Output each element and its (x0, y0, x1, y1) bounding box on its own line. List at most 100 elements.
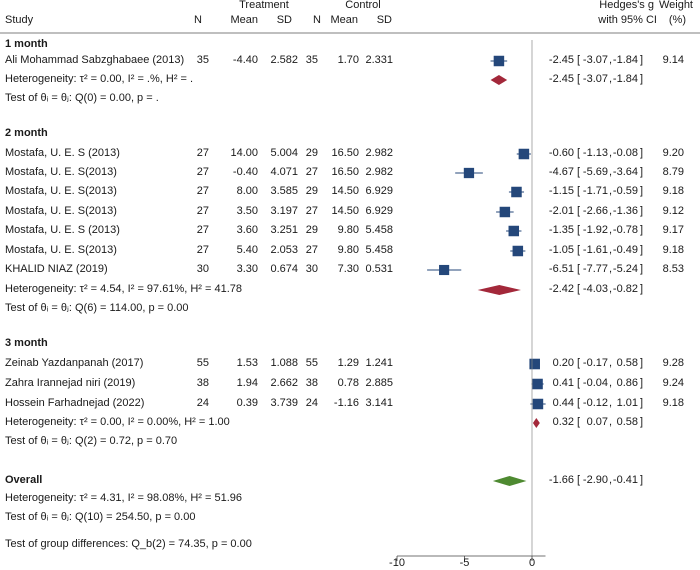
overall-label: Overall (5, 474, 43, 486)
effect-square (532, 398, 544, 410)
treatment-n: 27 (196, 244, 209, 256)
header-control: Control (345, 0, 381, 11)
header-weight: Weight (658, 0, 693, 11)
x-tick-label: -10 (389, 557, 405, 569)
treatment-n: 55 (196, 357, 209, 369)
group-test: Test of θᵢ = θⱼ: Q(6) = 114.00, p = 0.00 (5, 302, 189, 314)
ci-comma: , (609, 397, 613, 409)
study-name: KHALID NIAZ (2019) (5, 263, 108, 275)
ci-bracket-open: [ (577, 283, 581, 295)
ci-comma: , (609, 244, 613, 256)
weight-value: 8.79 (662, 166, 684, 178)
ci-comma: , (609, 185, 613, 197)
treatment-n: 24 (196, 397, 209, 409)
weight-value: 9.18 (662, 397, 684, 409)
ci-comma: , (609, 416, 613, 428)
subtotal-ci-upper: 0.58 (616, 416, 638, 428)
ci-comma: , (609, 166, 613, 178)
ci-lower: -1.71 (582, 185, 608, 197)
header-treatment: Treatment (239, 0, 289, 11)
control-n: 27 (305, 244, 318, 256)
treatment-sd: 0.674 (270, 263, 298, 275)
control-sd: 2.982 (365, 166, 393, 178)
subtotal-ci-upper: -0.82 (612, 283, 638, 295)
effect-square (518, 148, 530, 160)
effect-g: 0.44 (552, 397, 574, 409)
ci-upper: -0.78 (612, 224, 638, 236)
header-control-n: N (313, 14, 321, 26)
effect-square (511, 186, 522, 198)
treatment-mean: -4.40 (232, 54, 258, 66)
ci-lower: -7.77 (582, 263, 608, 275)
header-effect: Hedges's g (599, 0, 654, 11)
ci-comma: , (609, 283, 613, 295)
ci-comma: , (609, 147, 613, 159)
ci-bracket-close: ] (640, 185, 644, 197)
effect-g: -2.45 (548, 54, 574, 66)
header-control-sd: SD (376, 14, 392, 26)
ci-bracket-close: ] (640, 283, 644, 295)
control-sd: 3.141 (365, 397, 393, 409)
control-n: 55 (305, 357, 318, 369)
control-mean: 9.80 (337, 244, 359, 256)
subtotal-ci-lower: -4.03 (582, 283, 608, 295)
ci-bracket-close: ] (640, 244, 644, 256)
ci-bracket-open: [ (577, 377, 581, 389)
ci-bracket-close: ] (640, 397, 644, 409)
subtotal-diamond (490, 75, 508, 85)
control-mean: -1.16 (333, 397, 359, 409)
group-heterogeneity: Heterogeneity: τ² = 0.00, I² = .%, H² = … (5, 73, 194, 85)
overall-ci-lower: -2.90 (582, 474, 608, 486)
control-n: 38 (305, 377, 318, 389)
study-name: Mostafa, U. E. S (2013) (5, 224, 120, 236)
ci-bracket-open: [ (577, 166, 581, 178)
treatment-n: 27 (196, 224, 209, 236)
ci-bracket-open: [ (577, 244, 581, 256)
ci-upper: -1.84 (612, 54, 638, 66)
treatment-sd: 1.088 (270, 357, 298, 369)
study-name: Mostafa, U. E. S(2013) (5, 185, 117, 197)
ci-comma: , (609, 357, 613, 369)
treatment-mean: 0.39 (236, 397, 258, 409)
study-name: Zahra Irannejad niri (2019) (5, 377, 136, 389)
effect-g: -4.67 (548, 166, 574, 178)
ci-bracket-open: [ (577, 397, 581, 409)
ci-lower: -2.66 (582, 205, 608, 217)
ci-lower: -5.69 (582, 166, 608, 178)
treatment-n: 27 (196, 147, 209, 159)
ci-upper: 0.58 (616, 357, 638, 369)
treatment-n: 38 (196, 377, 209, 389)
weight-value: 9.28 (662, 357, 684, 369)
subtotal-g: 0.32 (552, 416, 574, 428)
ci-upper: -0.08 (612, 147, 638, 159)
header-control-mean: Mean (330, 14, 358, 26)
ci-bracket-open: [ (577, 224, 581, 236)
treatment-sd: 3.251 (270, 224, 298, 236)
ci-bracket-close: ] (640, 263, 644, 275)
treatment-mean: 3.60 (236, 224, 258, 236)
effect-square (493, 55, 505, 67)
effect-g: -1.35 (548, 224, 574, 236)
weight-value: 8.53 (662, 263, 684, 275)
effect-g: 0.41 (552, 377, 574, 389)
treatment-mean: 5.40 (236, 244, 258, 256)
ci-upper: -0.59 (612, 185, 638, 197)
study-name: Mostafa, U. E. S(2013) (5, 244, 117, 256)
header-study: Study (5, 14, 34, 26)
ci-bracket-open: [ (577, 147, 581, 159)
control-n: 27 (305, 205, 318, 217)
effect-g: -6.51 (548, 263, 574, 275)
ci-upper: -1.36 (612, 205, 638, 217)
ci-upper: -0.49 (612, 244, 638, 256)
treatment-mean: 3.50 (236, 205, 258, 217)
subtotal-g: -2.42 (548, 283, 574, 295)
ci-lower: -1.92 (582, 224, 608, 236)
effect-square (512, 245, 524, 257)
weight-value: 9.20 (662, 147, 684, 159)
treatment-n: 27 (196, 205, 209, 217)
study-name: Mostafa, U. E. S (2013) (5, 147, 120, 159)
ci-bracket-open: [ (577, 263, 581, 275)
weight-value: 9.12 (662, 205, 684, 217)
ci-bracket-close: ] (640, 166, 644, 178)
weight-value: 9.18 (662, 244, 684, 256)
